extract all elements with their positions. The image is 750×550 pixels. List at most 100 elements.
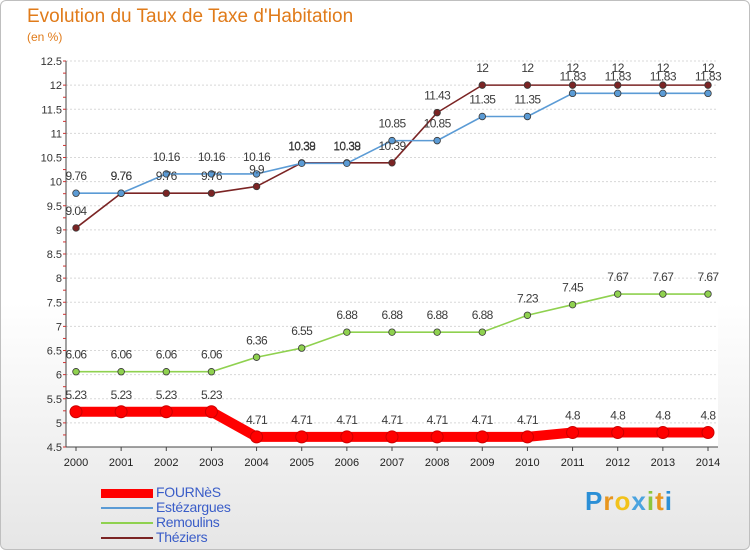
data-point: [117, 189, 125, 197]
data-label: 11.83: [650, 69, 677, 83]
data-point: [433, 108, 441, 117]
data-point: [523, 311, 532, 319]
data-label: 7.23: [517, 291, 539, 305]
data-label: 11.35: [514, 92, 541, 106]
x-tick-label: 2005: [289, 457, 313, 469]
data-label: 10.16: [243, 150, 271, 164]
data-label: 12: [476, 61, 489, 75]
y-tick-label: 8: [56, 273, 62, 285]
y-tick-label: 10.5: [41, 153, 62, 165]
data-point: [704, 81, 712, 89]
data-label: 4.71: [246, 413, 268, 427]
data-point: [475, 430, 489, 444]
data-point: [704, 290, 712, 298]
y-tick-label: 5.5: [47, 394, 62, 406]
legend-swatch: [101, 537, 153, 539]
data-label: 4.8: [565, 409, 581, 423]
data-label: 9.76: [66, 169, 88, 183]
data-point: [295, 430, 309, 444]
data-label: 6.55: [291, 324, 313, 338]
data-label: 6.88: [472, 308, 494, 322]
data-label: 10.38: [288, 139, 316, 153]
data-label: 5.23: [111, 388, 133, 402]
data-point: [566, 426, 580, 440]
x-tick-label: 2004: [244, 457, 268, 469]
data-label: 4.71: [472, 413, 494, 427]
data-point: [72, 224, 80, 232]
data-label: 7.67: [607, 270, 629, 284]
legend-swatch: [101, 507, 153, 509]
y-tick-label: 5: [56, 418, 62, 430]
x-tick-label: 2008: [425, 457, 449, 469]
data-point: [656, 426, 670, 440]
data-label: 11.83: [560, 69, 587, 83]
y-tick-label: 9.5: [47, 201, 62, 213]
data-point: [568, 89, 577, 98]
x-tick-label: 2013: [651, 457, 675, 469]
y-tick-label: 11.5: [41, 104, 62, 116]
data-point: [204, 405, 218, 419]
x-tick-label: 2003: [199, 457, 223, 469]
legend-label: Remoulins: [156, 514, 220, 530]
data-point: [614, 89, 622, 98]
data-point: [568, 81, 577, 89]
data-label: 10.16: [153, 150, 181, 164]
data-point: [388, 136, 396, 145]
data-label: 6.36: [246, 333, 268, 347]
data-point: [523, 112, 532, 121]
y-tick-label: 8.5: [47, 249, 62, 261]
data-label: 7.67: [652, 270, 674, 284]
data-label: 10.39: [333, 139, 361, 153]
data-point: [343, 328, 351, 336]
data-label: 10.38: [333, 139, 361, 153]
data-label: 9.9: [249, 162, 265, 176]
data-label: 10.39: [378, 139, 406, 153]
legend-label: FOURNèS: [156, 484, 221, 500]
data-point: [252, 182, 261, 191]
data-label: 4.8: [655, 409, 671, 423]
data-label: 11.35: [469, 92, 496, 106]
data-point: [430, 430, 444, 444]
data-label: 9.76: [111, 169, 133, 183]
data-label: 5.23: [156, 388, 178, 402]
data-point: [520, 430, 534, 444]
data-point: [433, 328, 441, 336]
x-tick-label: 2011: [561, 457, 585, 469]
data-label: 5.23: [66, 388, 88, 402]
data-label: 12: [566, 61, 579, 75]
data-point: [523, 81, 532, 89]
chart-title: Evolution du Taux de Taxe d'Habitation: [27, 6, 354, 27]
data-label: 7.45: [562, 281, 584, 295]
legend-label: Théziers: [156, 529, 208, 545]
x-tick-label: 2012: [605, 457, 629, 469]
x-tick-label: 2014: [696, 457, 720, 469]
data-label: 4.8: [701, 409, 717, 423]
data-point: [433, 136, 441, 145]
y-tick-label: 4.5: [47, 442, 62, 454]
y-tick-label: 6: [56, 370, 62, 382]
data-point: [72, 189, 80, 197]
proxiti-logo: Proxiti: [585, 486, 673, 516]
data-point: [162, 170, 170, 178]
data-point: [478, 328, 486, 336]
data-point: [298, 159, 306, 167]
data-point: [72, 368, 80, 376]
data-label: 9.76: [111, 169, 133, 183]
data-point: [207, 368, 216, 376]
data-point: [207, 189, 216, 197]
data-point: [162, 368, 170, 376]
y-tick-label: 12: [50, 80, 62, 92]
data-label: 4.8: [610, 409, 626, 423]
y-tick-label: 7.5: [47, 297, 62, 309]
data-label: 12: [521, 61, 534, 75]
data-point: [162, 189, 170, 197]
data-point: [701, 426, 715, 440]
chart-unit-label: (en %): [27, 30, 63, 44]
y-tick-label: 10: [50, 177, 62, 189]
data-label: 6.88: [336, 308, 358, 322]
data-point: [340, 430, 354, 444]
data-point: [159, 405, 173, 419]
data-label: 11.43: [424, 89, 451, 103]
data-point: [252, 170, 261, 178]
